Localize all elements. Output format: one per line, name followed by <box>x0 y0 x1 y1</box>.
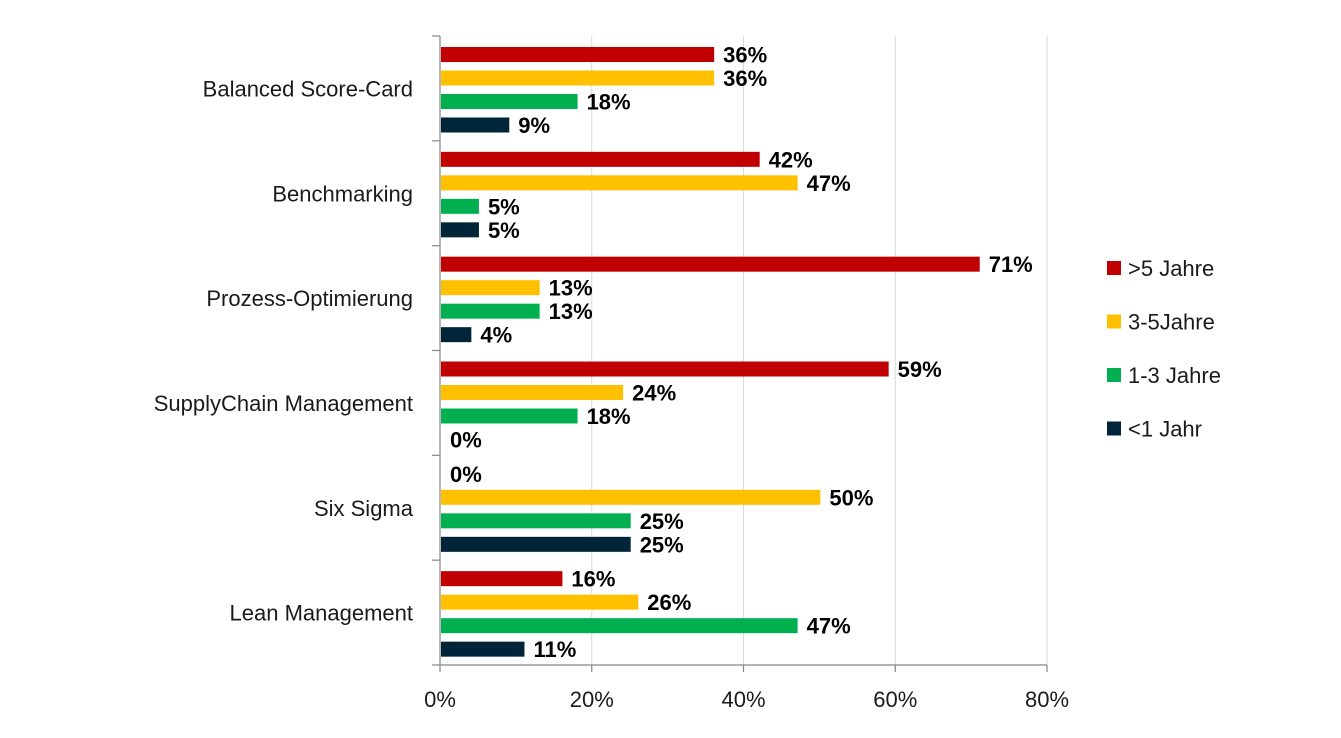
data-label: 13% <box>549 299 593 324</box>
legend-swatch <box>1107 368 1121 382</box>
data-label: 5% <box>488 194 520 219</box>
bar <box>441 385 624 400</box>
category-label: Balanced Score-Card <box>203 76 413 101</box>
bar <box>441 303 540 319</box>
x-tick-label: 40% <box>721 687 765 712</box>
category-label: Benchmarking <box>272 181 413 206</box>
bar <box>441 70 715 86</box>
legend-label: >5 Jahre <box>1128 256 1214 281</box>
data-label: 13% <box>549 276 593 301</box>
bar <box>441 571 563 587</box>
data-label: 18% <box>587 404 631 429</box>
x-tick-label: 0% <box>424 687 456 712</box>
bar <box>441 198 479 214</box>
bar <box>441 222 479 238</box>
bar <box>441 94 578 109</box>
data-label: 26% <box>647 590 691 615</box>
bar <box>441 327 472 343</box>
data-label: 11% <box>533 637 576 662</box>
data-label: 0% <box>450 462 482 487</box>
bar <box>441 641 525 657</box>
x-tick-label: 20% <box>570 687 614 712</box>
legend-swatch <box>1107 314 1121 329</box>
data-label: 36% <box>723 43 767 68</box>
data-label: 25% <box>640 532 684 557</box>
category-label: SupplyChain Management <box>154 391 413 416</box>
legend-label: 3-5Jahre <box>1128 310 1215 335</box>
data-label: 47% <box>807 614 851 639</box>
bar <box>441 280 540 296</box>
x-tick-label: 60% <box>873 687 917 712</box>
data-label: 18% <box>587 90 631 115</box>
bar <box>441 513 631 529</box>
bar <box>441 594 639 610</box>
data-label: 9% <box>518 113 550 138</box>
data-label: 16% <box>571 567 615 592</box>
data-label: 59% <box>898 357 942 382</box>
bar <box>441 536 631 552</box>
data-label: 4% <box>480 323 512 348</box>
data-label: 42% <box>769 147 813 172</box>
category-label: Six Sigma <box>314 496 414 521</box>
data-label: 5% <box>488 218 520 243</box>
bar <box>441 175 798 191</box>
data-label: 36% <box>723 66 767 91</box>
bar <box>441 408 578 424</box>
data-label: 24% <box>632 381 676 406</box>
data-label: 71% <box>989 252 1033 277</box>
legend-label: 1-3 Jahre <box>1128 363 1221 388</box>
data-label: 0% <box>450 428 482 453</box>
category-label: Prozess-Optimierung <box>206 286 413 311</box>
bar <box>441 117 510 133</box>
data-label: 47% <box>807 171 851 196</box>
legend-swatch <box>1107 261 1121 275</box>
x-tick-label: 80% <box>1025 687 1069 712</box>
legend-label: <1 Jahr <box>1128 417 1202 442</box>
category-label: Lean Management <box>230 601 413 626</box>
data-label: 25% <box>640 509 684 534</box>
legend-swatch <box>1107 421 1121 436</box>
bar <box>441 151 760 167</box>
bar <box>441 489 821 505</box>
bar <box>441 618 798 634</box>
data-label: 50% <box>829 485 873 510</box>
bar <box>441 47 715 62</box>
bar <box>441 361 889 377</box>
bar <box>441 256 980 272</box>
